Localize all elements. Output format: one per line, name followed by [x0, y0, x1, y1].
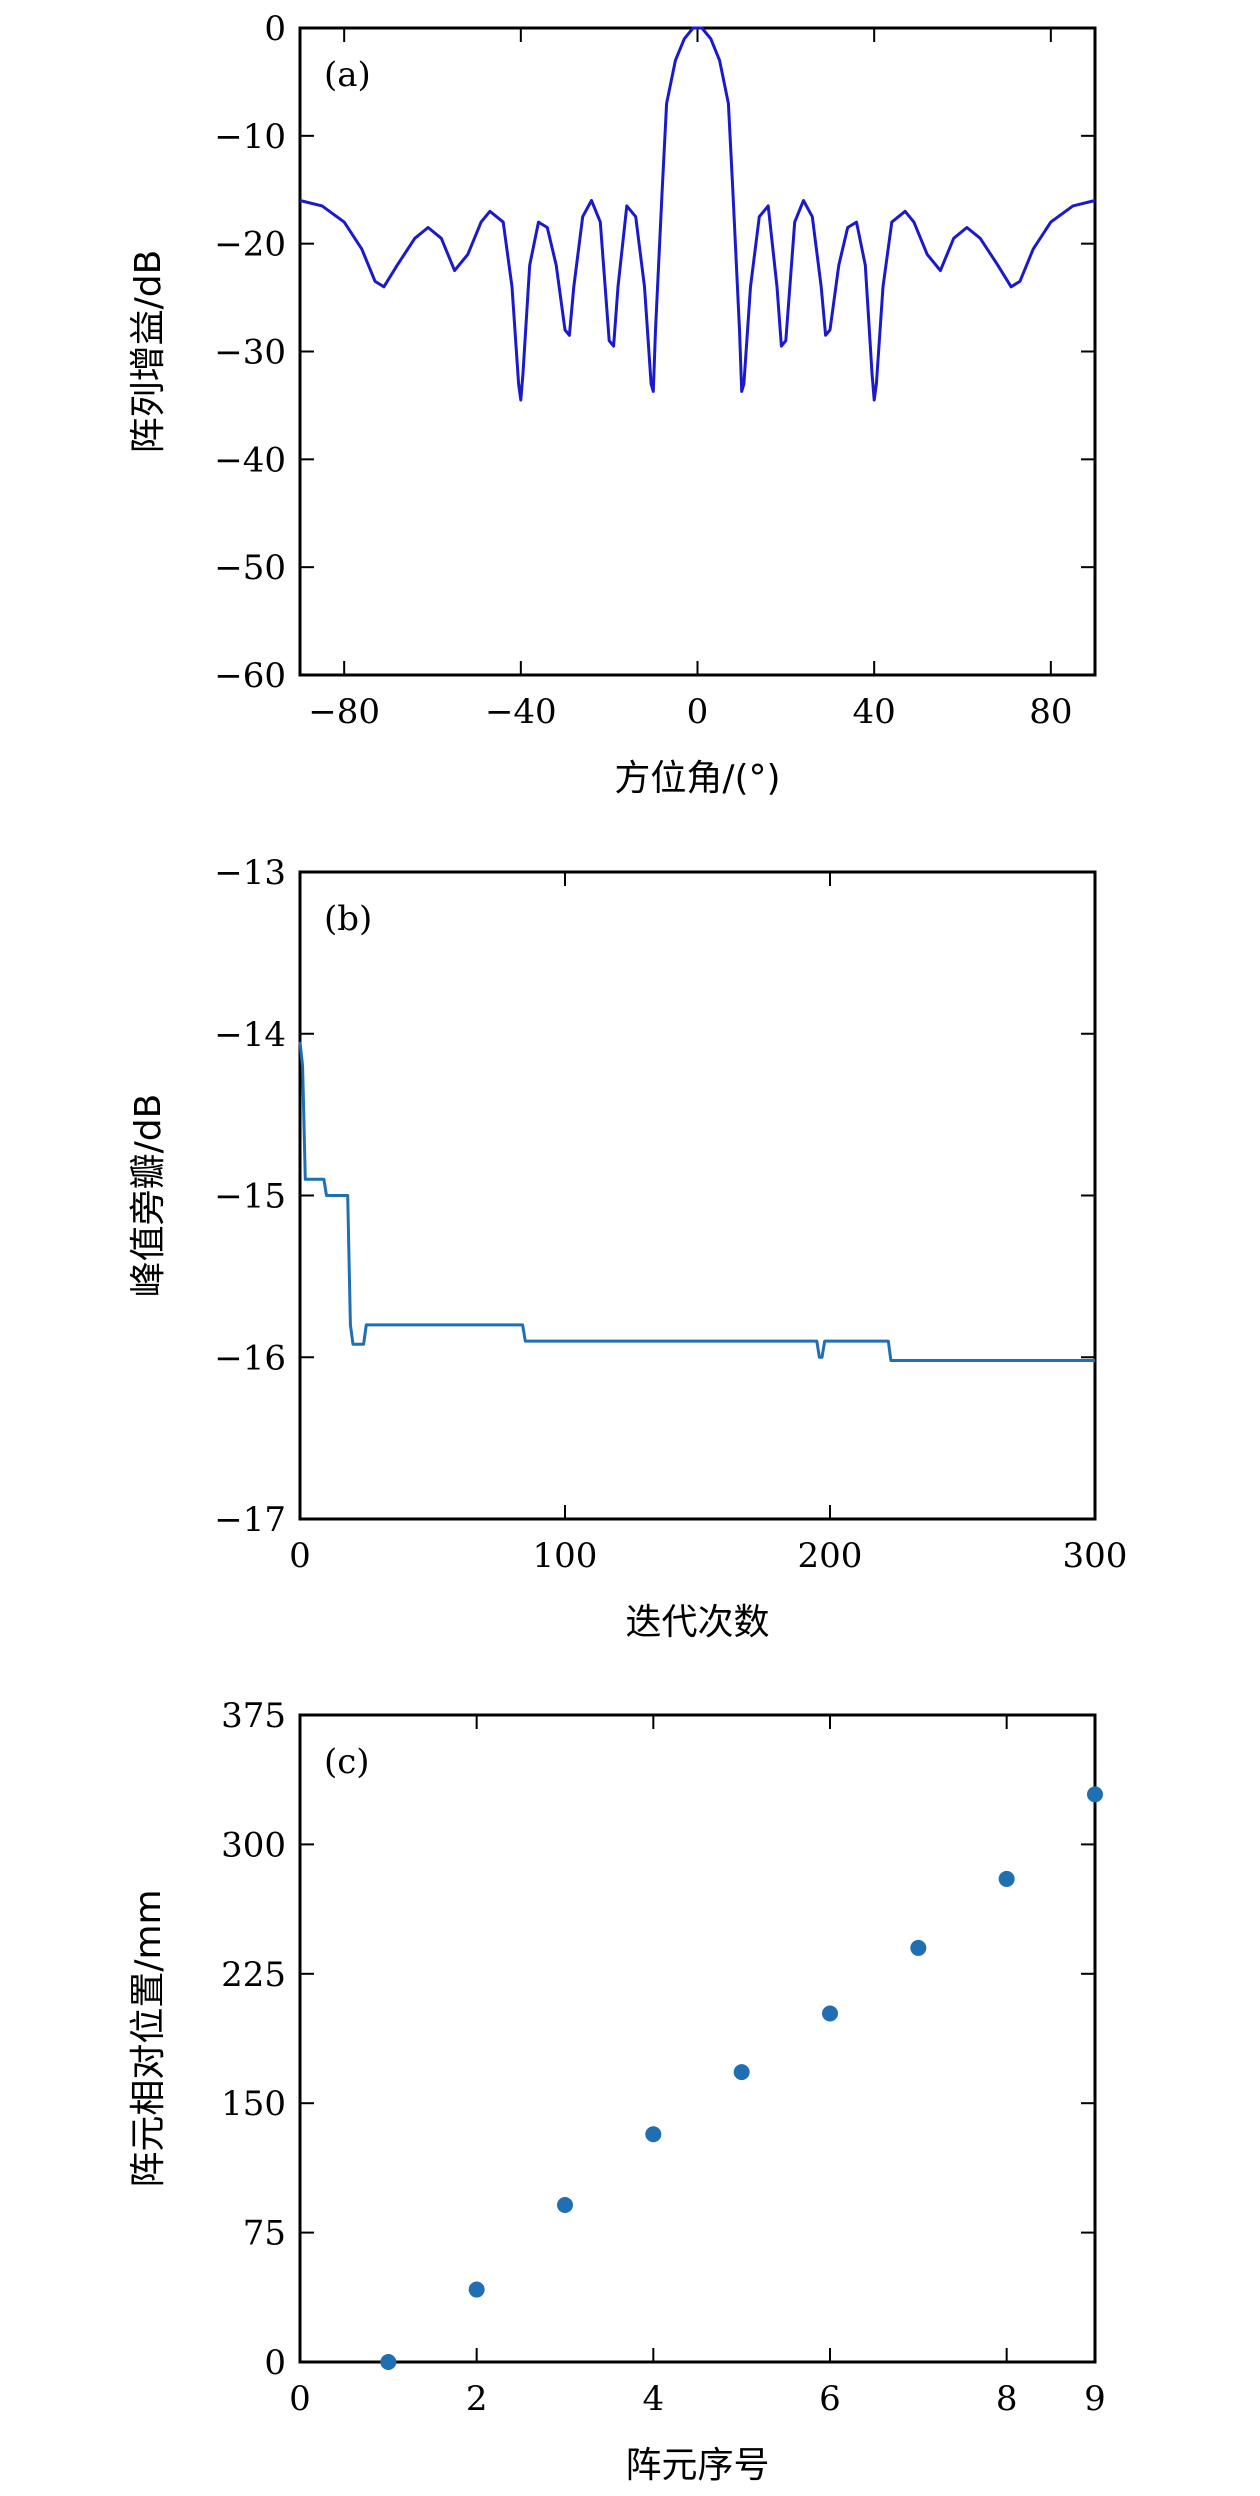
x-axis-title: 迭代次数	[625, 1602, 769, 1643]
scatter-point	[733, 2064, 750, 2081]
x-tick-label: 200	[798, 1536, 863, 1576]
x-tick-label: 100	[533, 1536, 598, 1576]
x-tick-label: 0	[289, 2379, 311, 2419]
plot-frame	[298, 26, 1097, 677]
panel-label: (c)	[324, 1742, 370, 1782]
x-tick-label: −40	[485, 692, 557, 732]
panel-b-chart: 0 100 200 300 −13 −14 −15 −16 −17 迭代次数 峰值旁瓣/dB (b)	[128, 853, 1127, 1643]
y-tick-label: −14	[214, 1015, 286, 1055]
y-axis-title: 峰值旁瓣/dB	[128, 1094, 169, 1298]
x-tick-label: 40	[853, 692, 896, 732]
scatter-point	[468, 2281, 485, 2298]
panel-label: (a)	[324, 55, 371, 95]
scatter-point	[998, 1870, 1015, 1887]
x-tick-label: 2	[466, 2379, 488, 2419]
scatter-point	[1087, 1786, 1103, 1803]
y-tick-label: 375	[221, 1696, 286, 1736]
x-tick-label: 9	[1084, 2379, 1106, 2419]
scatter-point	[645, 2126, 662, 2143]
panel-label: (b)	[324, 899, 372, 939]
panel-c-chart: 0 2 4 6 8 9 0 75 150 225 300 375 阵元序号 阵元相对位置/mm (c)	[128, 1696, 1106, 2486]
y-tick-label: −17	[214, 1500, 286, 1540]
series-line	[298, 1041, 1095, 1362]
series-line	[299, 26, 1096, 402]
y-tick-label: −40	[214, 440, 286, 480]
y-tick-label: −16	[214, 1338, 286, 1378]
y-tick-label: −20	[214, 225, 286, 265]
x-tick-label: 6	[819, 2379, 841, 2419]
x-axis-title: 阵元序号	[625, 2445, 769, 2486]
x-tick-label: −80	[308, 692, 380, 732]
y-tick-label: 300	[221, 1825, 286, 1865]
scatter-point	[822, 2005, 838, 2022]
y-tick-label: −10	[214, 117, 286, 157]
plot-frame	[298, 870, 1097, 1521]
y-axis-title: 阵列增益/dB	[128, 250, 169, 454]
y-tick-label: 0	[264, 2343, 286, 2383]
x-tick-label: 8	[996, 2379, 1018, 2419]
y-tick-label: 225	[221, 1955, 286, 1995]
x-axis-title: 方位角/(°)	[614, 758, 780, 799]
plot-frame	[298, 1713, 1097, 2364]
x-tick-label: 0	[687, 692, 709, 732]
y-tick-label: −13	[214, 853, 286, 893]
x-tick-label: 300	[1063, 1536, 1128, 1576]
x-tick-label: 0	[289, 1536, 311, 1576]
y-tick-label: 75	[243, 2214, 286, 2254]
y-tick-label: −30	[214, 333, 286, 373]
y-tick-label: −60	[214, 656, 286, 696]
panel-a-chart: −80 −40 0 40 80 0 −10 −20 −30 −40 −50 −60 方位角/(°) 阵列增…	[128, 9, 1097, 799]
scatter-point	[380, 2354, 397, 2370]
scatter-point	[910, 1939, 927, 1956]
y-axis-title: 阵元相对位置/mm	[128, 1889, 169, 2187]
x-tick-label: 80	[1029, 692, 1072, 732]
y-tick-label: 150	[221, 2084, 286, 2124]
y-tick-label: −50	[214, 548, 286, 588]
scatter-point	[557, 2196, 573, 2213]
y-tick-label: −15	[214, 1177, 286, 1217]
x-tick-label: 4	[643, 2379, 665, 2419]
y-tick-label: 0	[264, 9, 286, 49]
